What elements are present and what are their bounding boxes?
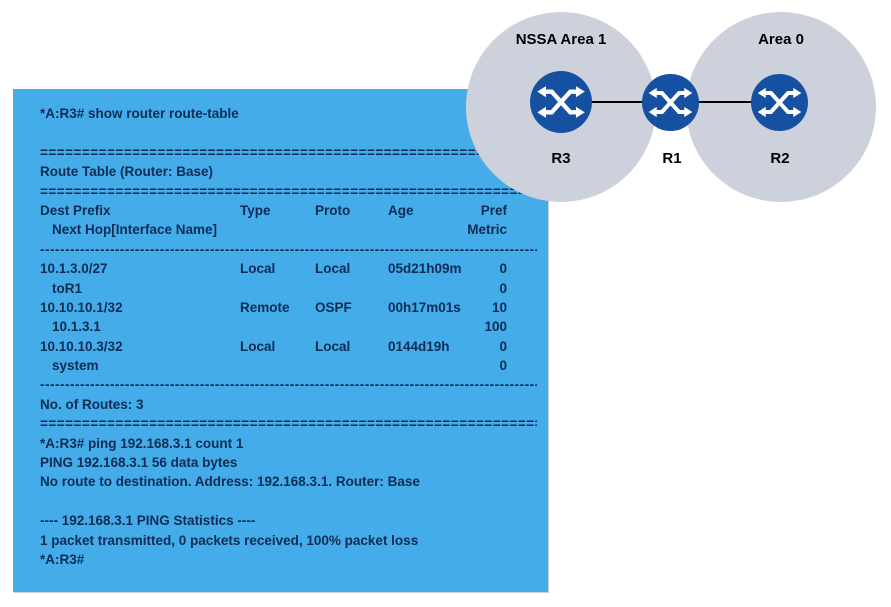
route-dest: 10.10.10.3/32 <box>40 338 123 354</box>
route-pref: 10 <box>491 299 507 315</box>
area-nssa1-label: NSSA Area 1 <box>515 31 607 48</box>
route-age: 00h17m01s <box>388 299 461 315</box>
route-proto: Local <box>315 261 351 277</box>
header-pref: Pref <box>480 202 507 218</box>
router-node-r3 <box>530 71 592 133</box>
header-type: Type <box>240 202 271 218</box>
blank-line <box>40 123 540 142</box>
separator-double: ========================================… <box>40 416 537 432</box>
router-r2-label: R2 <box>770 150 790 167</box>
route-type: Local <box>240 261 276 277</box>
route-table-header-row1: Dest Prefix Type Proto Age Pref <box>40 201 507 220</box>
route-pref: 0 <box>499 261 507 277</box>
router-node-r1 <box>642 74 699 131</box>
separator-double: ========================================… <box>40 183 537 199</box>
area0-label: Area 0 <box>758 31 804 48</box>
route-row: 10.1.3.0/27 Local Local 05d21h09m 0 <box>40 259 507 278</box>
route-row-nexthop: system 0 <box>40 356 507 375</box>
link-r1-r2 <box>671 101 781 103</box>
route-next-hop: toR1 <box>52 280 82 296</box>
router-r1-label: R1 <box>662 150 682 167</box>
route-dest: 10.10.10.1/32 <box>40 299 123 315</box>
route-metric: 0 <box>499 280 507 296</box>
router-icon <box>751 74 808 131</box>
router-icon <box>530 71 592 133</box>
header-dest-prefix: Dest Prefix <box>40 202 111 218</box>
separator-dash: ----------------------------------------… <box>40 241 537 257</box>
route-metric: 100 <box>484 319 507 335</box>
router-r3-label: R3 <box>551 150 571 167</box>
blank-line <box>40 492 540 511</box>
ping-response-1: PING 192.168.3.1 56 data bytes <box>40 455 238 471</box>
terminal-panel: *A:R3# show router route-table =========… <box>13 89 548 592</box>
routes-summary: No. of Routes: 3 <box>40 396 144 412</box>
header-next-hop: Next Hop[Interface Name] <box>52 222 218 238</box>
route-row-nexthop: toR1 0 <box>40 279 507 298</box>
route-proto: Local <box>315 338 351 354</box>
route-row-nexthop: 10.1.3.1 100 <box>40 317 507 336</box>
route-dest: 10.1.3.0/27 <box>40 261 108 277</box>
cli-show-command: *A:R3# show router route-table <box>40 106 239 121</box>
route-row: 10.10.10.3/32 Local Local 0144d19h 0 <box>40 337 507 356</box>
route-proto: OSPF <box>315 299 352 315</box>
header-proto: Proto <box>315 202 351 218</box>
route-table-title: Route Table (Router: Base) <box>40 164 214 180</box>
route-type: Local <box>240 338 276 354</box>
route-next-hop: system <box>52 358 99 374</box>
separator-dash: ----------------------------------------… <box>40 377 537 393</box>
header-age: Age <box>388 202 414 218</box>
route-age: 05d21h09m <box>388 261 462 277</box>
cli-ping-command: *A:R3# ping 192.168.3.1 count 1 <box>40 435 244 451</box>
route-metric: 0 <box>499 358 507 374</box>
route-pref: 0 <box>499 338 507 354</box>
route-age: 0144d19h <box>388 338 450 354</box>
header-metric: Metric <box>467 222 507 238</box>
route-next-hop: 10.1.3.1 <box>52 319 101 335</box>
router-node-r2 <box>751 74 808 131</box>
separator-double: ========================================… <box>40 144 537 160</box>
cli-prompt: *A:R3# <box>40 551 85 567</box>
ping-stats-title: ---- 192.168.3.1 PING Statistics ---- <box>40 513 256 529</box>
route-row: 10.10.10.1/32 Remote OSPF 00h17m01s 10 <box>40 298 507 317</box>
route-type: Remote <box>240 299 290 315</box>
route-table-header-row2: Next Hop[Interface Name] Metric <box>40 220 507 239</box>
router-icon <box>642 74 699 131</box>
ping-stats-line: 1 packet transmitted, 0 packets received… <box>40 532 419 548</box>
link-r3-r1 <box>561 101 671 103</box>
ping-response-2: No route to destination. Address: 192.16… <box>40 474 420 490</box>
